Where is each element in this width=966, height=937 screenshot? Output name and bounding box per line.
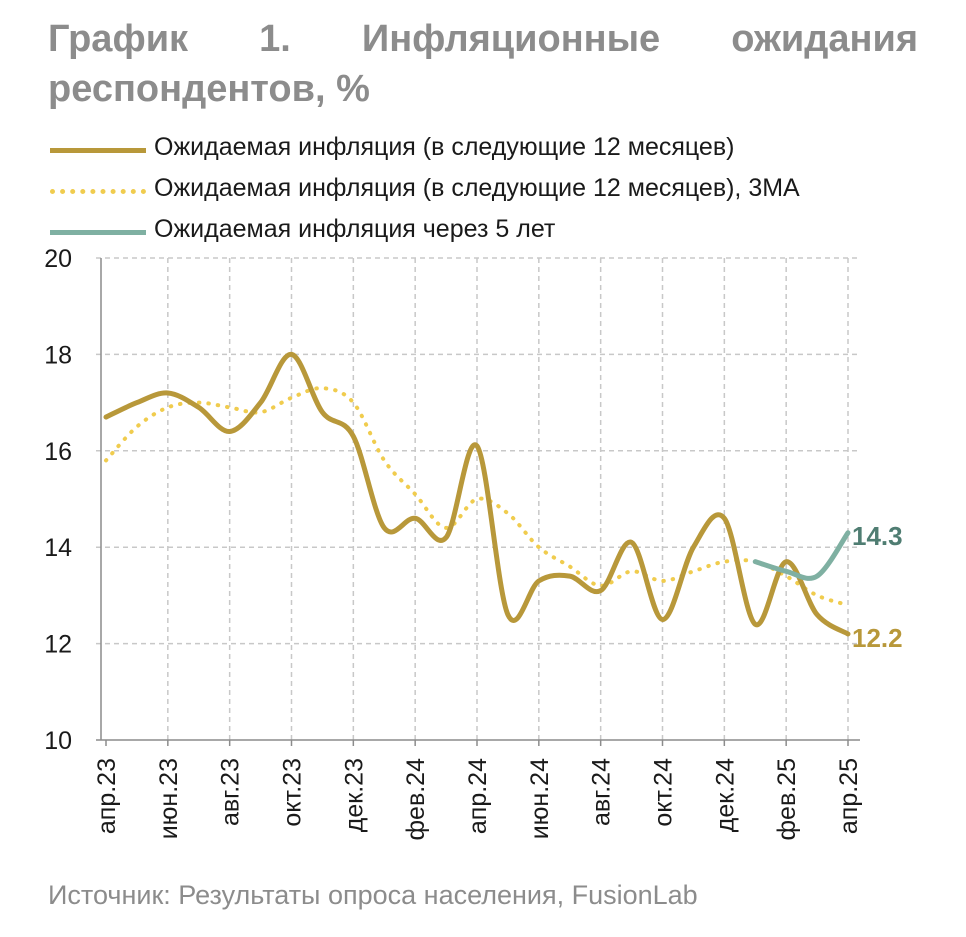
legend-label-ma: Ожидаемая инфляция (в следующие 12 месяц… [154,174,800,202]
legend-swatch-long [50,230,146,235]
end-label-long: 14.3 [852,521,903,551]
x-tick-label: июн.24 [526,758,554,839]
legend-swatch-main [50,148,146,153]
y-tick-label: 20 [44,245,72,273]
x-tick-label: фев.24 [402,758,430,841]
x-tick-label: фев.25 [773,758,801,841]
x-tick-label: дек.23 [340,758,368,832]
y-tick-label: 14 [44,534,72,562]
x-tick-label: авг.24 [588,758,616,826]
series-long-line [752,530,851,581]
y-tick-label: 16 [44,438,72,466]
x-tick-label: авг.23 [217,758,245,826]
x-tick-label: апр.23 [93,758,121,834]
x-tick-label: окт.23 [279,758,307,827]
chart-title: График 1. Инфляционные ожидания респонде… [48,18,918,110]
legend-label-long: Ожидаемая инфляция через 5 лет [154,215,556,243]
x-tick-label: дек.24 [711,758,739,832]
y-tick-label: 10 [44,727,72,755]
legend-label-main: Ожидаемая инфляция (в следующие 12 месяц… [154,133,735,161]
source-note: Источник: Результаты опроса населения, F… [48,880,698,910]
x-tick-label: апр.25 [835,758,863,834]
series-main-line [103,351,851,637]
legend-swatch-ma [50,189,146,194]
x-tick-label: июн.23 [155,758,183,839]
y-tick-label: 18 [44,341,72,369]
x-tick-label: окт.24 [650,758,678,827]
y-tick-label: 12 [44,631,72,659]
x-tick-label: апр.24 [464,758,492,834]
end-label-main: 12.2 [852,623,903,653]
